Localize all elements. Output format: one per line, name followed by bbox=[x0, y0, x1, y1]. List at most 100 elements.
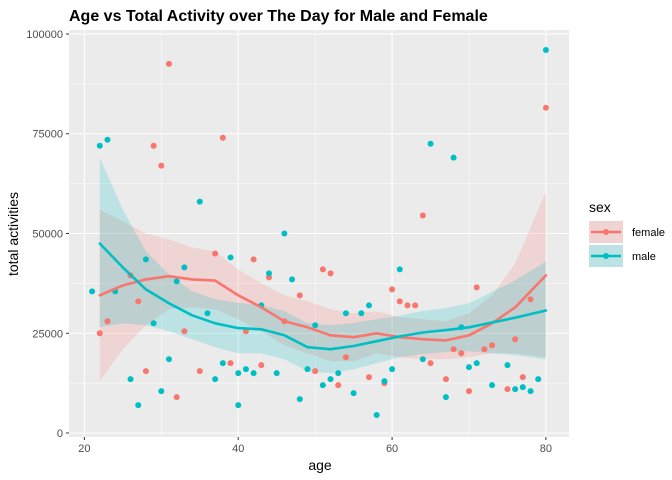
x-tick-label: 20 bbox=[78, 443, 90, 455]
y-tick-label: 0 bbox=[57, 428, 63, 440]
male-point bbox=[389, 366, 396, 373]
female-point bbox=[442, 376, 449, 383]
y-tick-label: 25000 bbox=[32, 328, 63, 340]
female-point bbox=[227, 360, 234, 367]
smooth-lines bbox=[98, 242, 548, 351]
male-smooth-line bbox=[98, 242, 548, 351]
male-point bbox=[204, 310, 211, 317]
male-point bbox=[104, 136, 111, 143]
male-point bbox=[527, 388, 534, 395]
female-point bbox=[458, 350, 465, 357]
y-tick-label: 100000 bbox=[26, 29, 63, 41]
male-point bbox=[473, 360, 480, 367]
male-point bbox=[519, 384, 526, 391]
legend-title: sex bbox=[589, 199, 611, 215]
female-point bbox=[96, 330, 103, 337]
male-point bbox=[427, 140, 434, 147]
male-point bbox=[381, 378, 388, 385]
x-axis-title: age bbox=[308, 457, 332, 473]
female-point bbox=[327, 270, 334, 277]
male-point bbox=[296, 396, 303, 403]
female-point bbox=[519, 374, 526, 381]
male-point bbox=[173, 278, 180, 285]
female-point bbox=[219, 134, 226, 141]
legend-key-point-female bbox=[603, 229, 609, 235]
female-point bbox=[450, 346, 457, 353]
male-point bbox=[542, 46, 549, 53]
legend-key-point-male bbox=[603, 253, 609, 259]
female-point bbox=[504, 386, 511, 393]
female-point bbox=[296, 292, 303, 299]
male-point bbox=[212, 376, 219, 383]
female-point bbox=[396, 298, 403, 305]
female-point bbox=[335, 382, 342, 389]
male-point bbox=[181, 264, 188, 271]
female-point bbox=[527, 296, 534, 303]
female-point bbox=[258, 362, 265, 369]
male-point bbox=[312, 322, 319, 329]
male-point bbox=[512, 386, 519, 393]
female-point bbox=[312, 368, 319, 375]
chart-title: Age vs Total Activity over The Day for M… bbox=[69, 8, 488, 25]
male-point bbox=[466, 364, 472, 371]
male-point bbox=[227, 254, 234, 261]
male-point bbox=[396, 266, 403, 273]
y-axis-title: total activities bbox=[5, 192, 21, 276]
male-ci-ribbon bbox=[99, 157, 546, 374]
female-point bbox=[419, 212, 426, 219]
female-point bbox=[404, 302, 411, 309]
male-point bbox=[504, 362, 511, 369]
female-point bbox=[542, 104, 549, 111]
male-point bbox=[319, 382, 326, 389]
x-tick-label: 80 bbox=[540, 443, 552, 455]
male-point bbox=[304, 366, 311, 373]
male-point bbox=[281, 230, 288, 237]
female-point bbox=[473, 284, 480, 291]
female-point bbox=[466, 388, 472, 395]
male-point bbox=[196, 198, 203, 205]
male-point bbox=[96, 142, 103, 149]
male-point bbox=[419, 356, 426, 363]
male-point bbox=[266, 270, 272, 277]
female-point bbox=[181, 328, 188, 335]
female-ci-ribbon bbox=[99, 191, 546, 382]
male-point bbox=[250, 370, 257, 377]
female-point bbox=[104, 318, 111, 325]
male-point bbox=[150, 320, 157, 327]
female-point bbox=[342, 354, 349, 361]
male-point bbox=[342, 310, 349, 317]
y-tick-label: 50000 bbox=[32, 229, 63, 241]
male-point bbox=[450, 154, 457, 161]
male-point bbox=[442, 394, 449, 401]
male-point bbox=[335, 370, 342, 377]
female-point bbox=[366, 374, 372, 381]
legend-label-male: male bbox=[632, 251, 656, 263]
male-point bbox=[166, 356, 172, 363]
male-point bbox=[366, 302, 372, 309]
y-tick-label: 75000 bbox=[32, 129, 63, 141]
male-point bbox=[273, 370, 280, 377]
female-point bbox=[135, 298, 142, 305]
x-tick-label: 40 bbox=[232, 443, 244, 455]
data-points bbox=[89, 46, 549, 419]
x-tick-label: 60 bbox=[386, 443, 398, 455]
y-axis: 0 25000 50000 75000 100000 bbox=[26, 29, 69, 440]
female-point bbox=[142, 368, 149, 375]
female-point bbox=[173, 394, 180, 401]
male-point bbox=[327, 376, 334, 383]
male-point bbox=[235, 370, 242, 377]
male-point bbox=[219, 360, 226, 367]
male-point bbox=[127, 376, 134, 383]
legend: sex female male bbox=[589, 199, 665, 267]
female-point bbox=[389, 286, 396, 293]
female-point bbox=[158, 162, 165, 169]
female-point bbox=[196, 368, 203, 375]
female-point bbox=[512, 336, 519, 343]
male-point bbox=[235, 402, 242, 409]
male-point bbox=[289, 276, 296, 283]
female-point bbox=[250, 256, 257, 263]
male-point bbox=[89, 288, 96, 295]
female-point bbox=[150, 142, 157, 149]
legend-label-female: female bbox=[632, 227, 665, 239]
